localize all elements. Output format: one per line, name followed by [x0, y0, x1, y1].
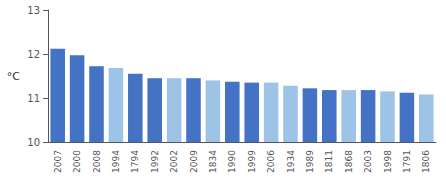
svg-text:2009: 2009	[189, 150, 199, 173]
svg-text:1994: 1994	[111, 150, 121, 173]
svg-text:2003: 2003	[363, 150, 373, 173]
svg-text:°C: °C	[7, 70, 21, 83]
svg-text:11: 11	[27, 93, 40, 104]
svg-text:2006: 2006	[266, 150, 276, 173]
svg-text:1990: 1990	[227, 150, 237, 173]
svg-text:1998: 1998	[383, 150, 393, 173]
svg-text:1992: 1992	[150, 150, 160, 173]
svg-text:1791: 1791	[402, 150, 412, 173]
svg-text:1989: 1989	[305, 150, 315, 173]
svg-text:2007: 2007	[53, 150, 63, 173]
svg-text:13: 13	[27, 5, 40, 16]
svg-text:1806: 1806	[421, 150, 431, 173]
svg-text:12: 12	[27, 49, 40, 60]
svg-text:2002: 2002	[169, 150, 179, 173]
svg-text:1868: 1868	[344, 150, 354, 173]
svg-text:1999: 1999	[247, 150, 257, 173]
svg-text:1834: 1834	[208, 150, 218, 173]
svg-text:1811: 1811	[324, 150, 334, 173]
svg-text:10: 10	[27, 137, 40, 148]
svg-text:2000: 2000	[72, 150, 82, 173]
svg-text:1794: 1794	[130, 150, 140, 173]
svg-text:2008: 2008	[92, 150, 102, 173]
svg-text:1934: 1934	[286, 150, 296, 173]
